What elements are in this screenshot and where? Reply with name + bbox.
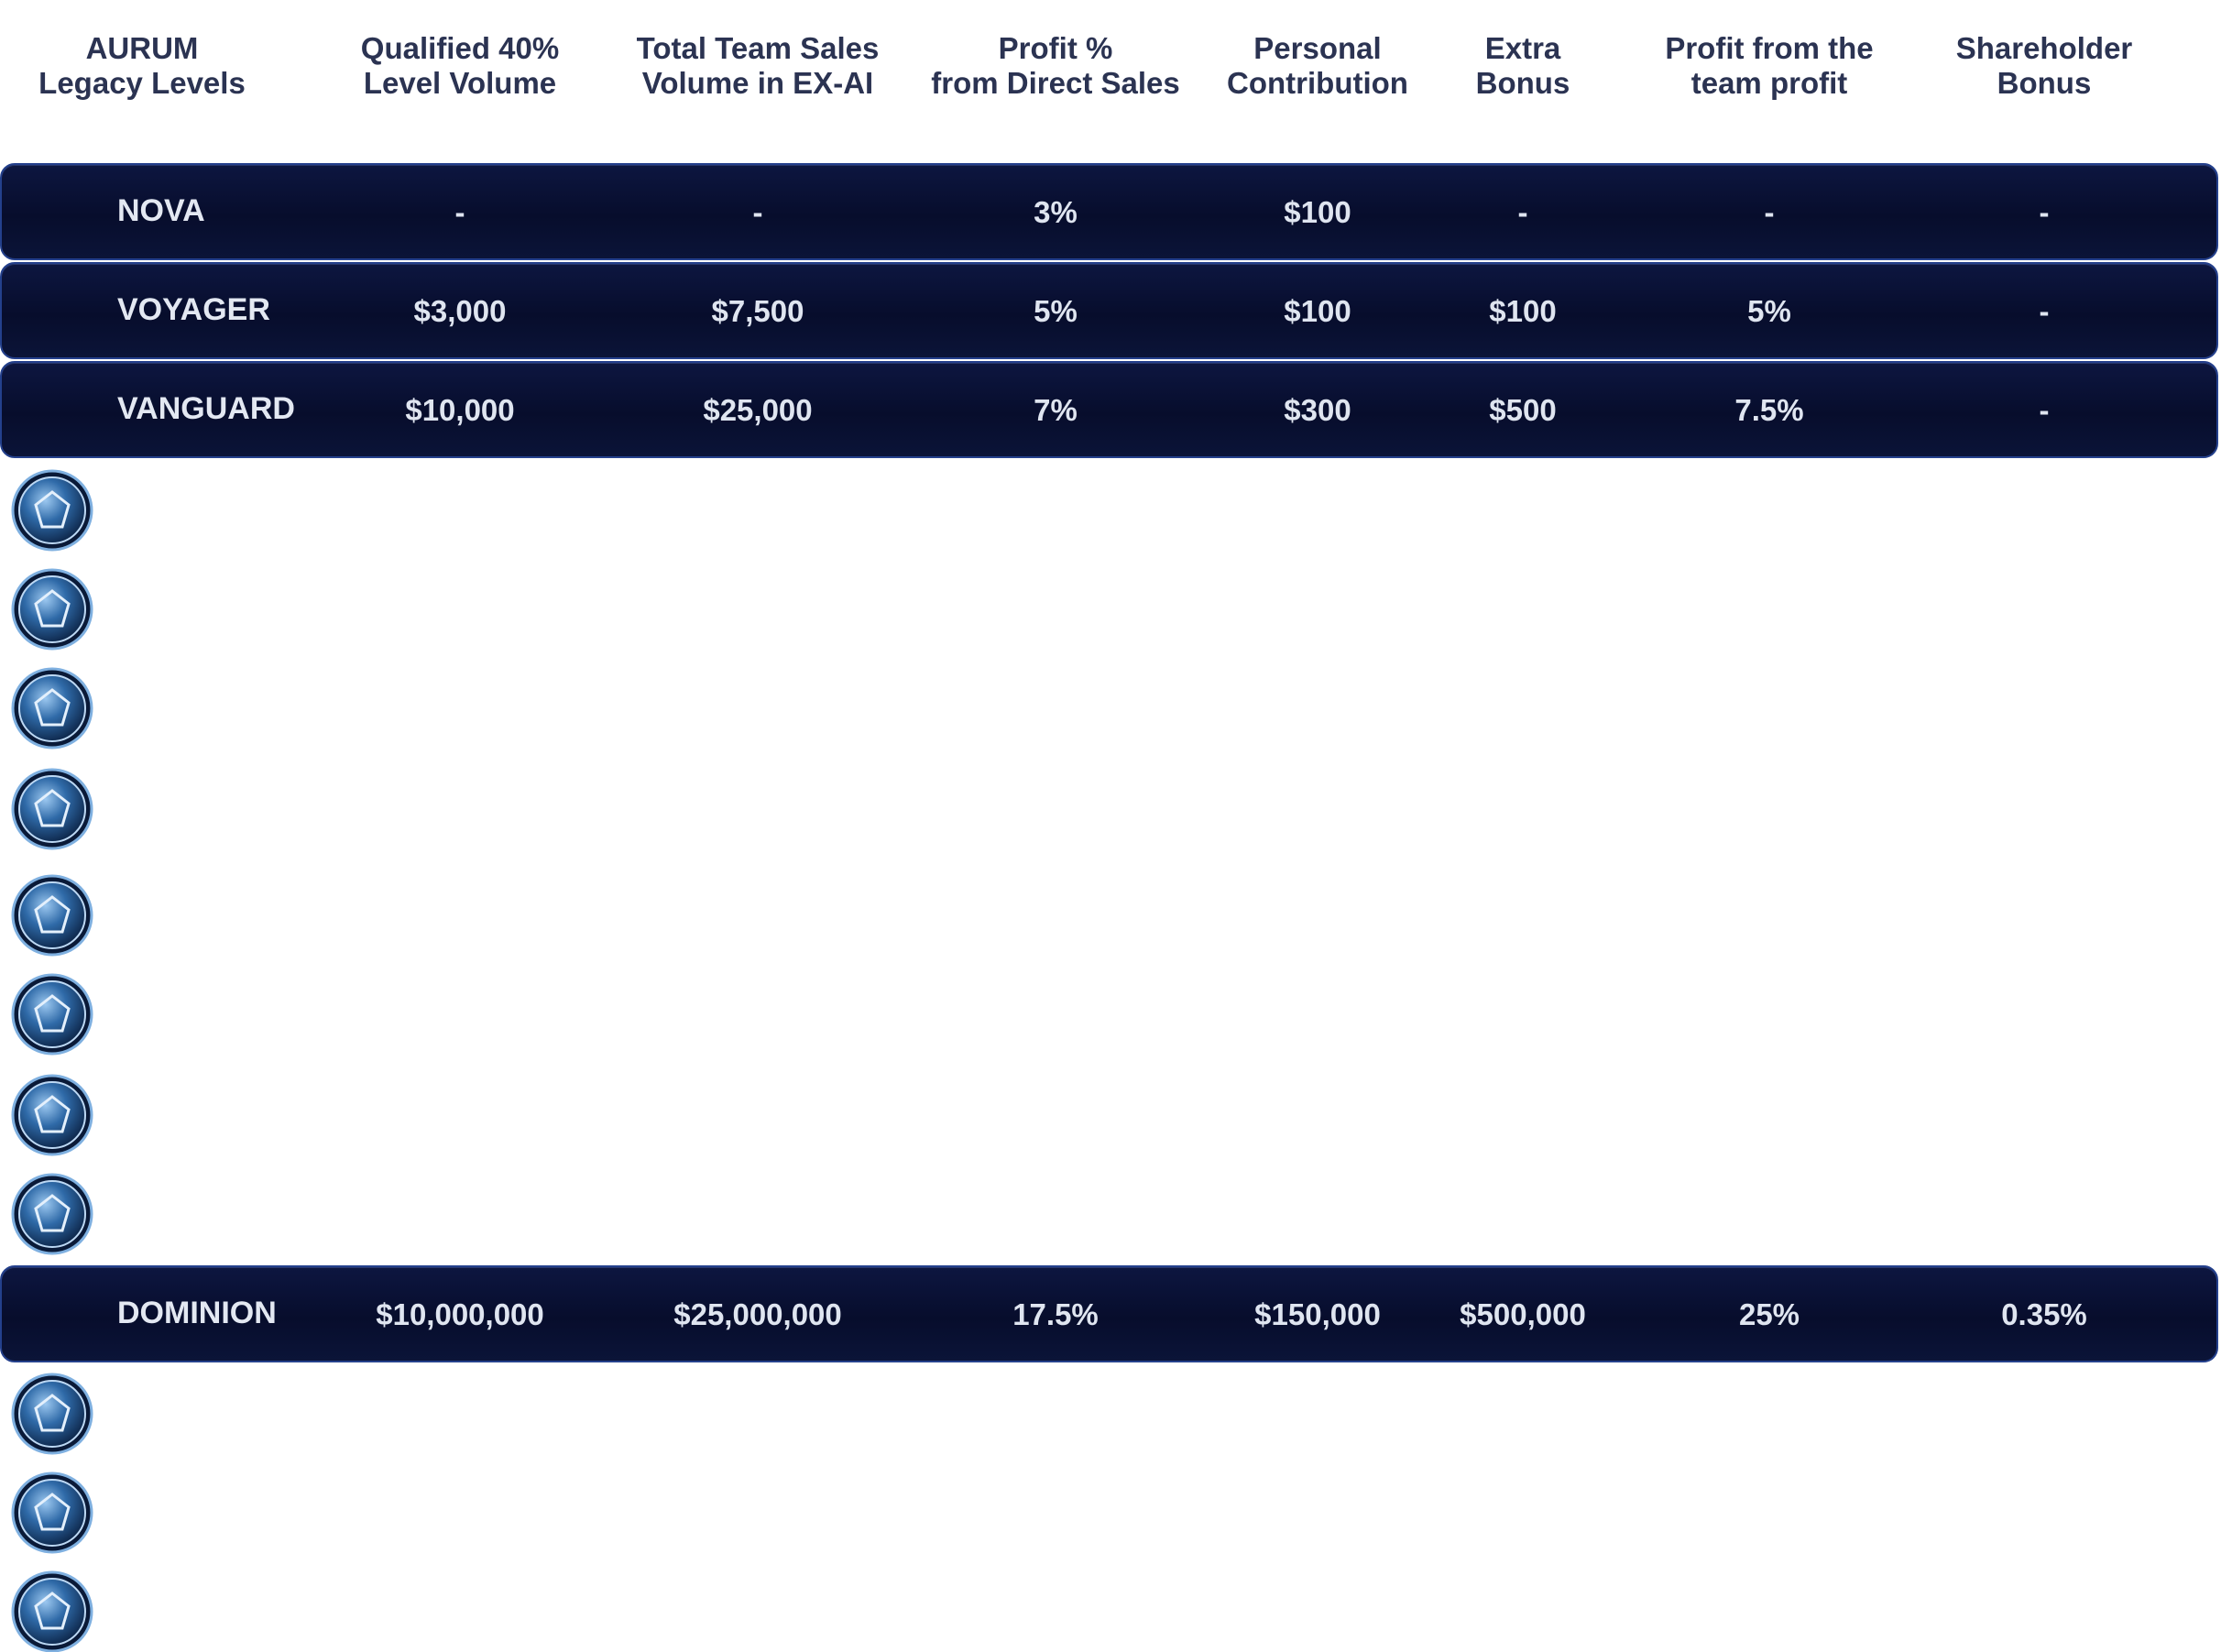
table-cell: $10,000,000 bbox=[376, 1297, 544, 1331]
table-cell: - bbox=[2039, 294, 2050, 328]
header-line: Qualified 40% bbox=[360, 31, 560, 65]
table-cell: 0.35% bbox=[2001, 1297, 2087, 1331]
header-line: Bonus bbox=[1997, 66, 2092, 100]
table-cell: 5% bbox=[1747, 294, 1791, 328]
table-cell: - bbox=[1764, 195, 1775, 229]
table-cell: - bbox=[454, 195, 465, 229]
header-line: Contribution bbox=[1227, 66, 1408, 100]
level-icon-face bbox=[18, 775, 86, 843]
table-cell: $10,000 bbox=[405, 393, 515, 427]
level-icon-emblem bbox=[34, 895, 71, 934]
header-line: Level Volume bbox=[363, 66, 557, 100]
level-row bbox=[0, 163, 2218, 260]
header-line: Extra bbox=[1484, 31, 1561, 65]
table-cell: $3,000 bbox=[413, 294, 507, 328]
column-header: Shareholder Bonus bbox=[1893, 31, 2195, 101]
level-icon-emblem bbox=[34, 490, 71, 529]
header-line: Shareholder bbox=[1955, 31, 2133, 65]
table-cell: $100 bbox=[1284, 195, 1351, 229]
column-header: Extra Bonus bbox=[1372, 31, 1674, 101]
level-icon-emblem bbox=[34, 1394, 71, 1432]
table-cell: 3% bbox=[1034, 195, 1078, 229]
table-cell: $25,000,000 bbox=[673, 1297, 842, 1331]
level-icon-emblem bbox=[34, 1592, 71, 1630]
level-icon-face bbox=[18, 1578, 86, 1646]
table-cell: - bbox=[1517, 195, 1528, 229]
level-icon-face bbox=[18, 1180, 86, 1248]
table-cell: 7% bbox=[1034, 393, 1078, 427]
level-row bbox=[0, 1265, 2218, 1362]
table-cell: $7,500 bbox=[711, 294, 804, 328]
table-cell: 5% bbox=[1034, 294, 1078, 328]
level-icon-emblem bbox=[34, 1095, 71, 1133]
table-cell: $100 bbox=[1284, 294, 1351, 328]
header-line: Profit % bbox=[998, 31, 1113, 65]
level-icon-emblem bbox=[34, 688, 71, 727]
column-header: Total Team Sales Volume in EX-AI bbox=[607, 31, 909, 101]
header-line: AURUM bbox=[85, 31, 199, 65]
table-cell: $100 bbox=[1489, 294, 1557, 328]
level-icon-face bbox=[18, 881, 86, 949]
level-icon-emblem bbox=[34, 1194, 71, 1232]
column-header: Profit % from Direct Sales bbox=[904, 31, 1207, 101]
level-name: DOMINION bbox=[117, 1296, 277, 1330]
level-icon-emblem bbox=[34, 994, 71, 1033]
level-name: NOVA bbox=[117, 193, 205, 228]
header-line: Volume in EX-AI bbox=[641, 66, 874, 100]
level-icon-emblem bbox=[34, 789, 71, 827]
level-name: VOYAGER bbox=[117, 292, 270, 327]
header-line: Profit from the bbox=[1665, 31, 1874, 65]
table-cell: $150,000 bbox=[1254, 1297, 1381, 1331]
table-cell: $500 bbox=[1489, 393, 1557, 427]
table-cell: $25,000 bbox=[703, 393, 813, 427]
level-row bbox=[0, 361, 2218, 458]
table-cell: $300 bbox=[1284, 393, 1351, 427]
header-line: Total Team Sales bbox=[636, 31, 880, 65]
header-line: Bonus bbox=[1475, 66, 1570, 100]
column-header: Personal Contribution bbox=[1166, 31, 1469, 101]
header-line: from Direct Sales bbox=[931, 66, 1180, 100]
table-cell: $500,000 bbox=[1460, 1297, 1586, 1331]
level-icon-face bbox=[18, 980, 86, 1048]
level-icon-emblem bbox=[34, 1493, 71, 1531]
table-cell: - bbox=[2039, 393, 2050, 427]
table-cell: 7.5% bbox=[1734, 393, 1804, 427]
header-line: Personal bbox=[1253, 31, 1382, 65]
level-icon-face bbox=[18, 575, 86, 643]
table-cell: - bbox=[2039, 195, 2050, 229]
table-cell: 25% bbox=[1738, 1297, 1800, 1331]
table-cell: 17.5% bbox=[1012, 1297, 1099, 1331]
header-line: Legacy Levels bbox=[38, 66, 246, 100]
level-icon-face bbox=[18, 1479, 86, 1547]
level-icon-emblem bbox=[34, 589, 71, 628]
column-header: AURUM Legacy Levels bbox=[0, 31, 293, 101]
header-line: team profit bbox=[1690, 66, 1848, 100]
column-header: Qualified 40% Level Volume bbox=[309, 31, 611, 101]
level-icon-face bbox=[18, 476, 86, 544]
column-header: Profit from the team profit bbox=[1618, 31, 1920, 101]
level-name: VANGUARD bbox=[117, 391, 295, 426]
level-icon-face bbox=[18, 1081, 86, 1149]
level-icon-face bbox=[18, 674, 86, 742]
level-row bbox=[0, 262, 2218, 359]
table-cell: - bbox=[752, 195, 763, 229]
level-icon-face bbox=[18, 1380, 86, 1448]
